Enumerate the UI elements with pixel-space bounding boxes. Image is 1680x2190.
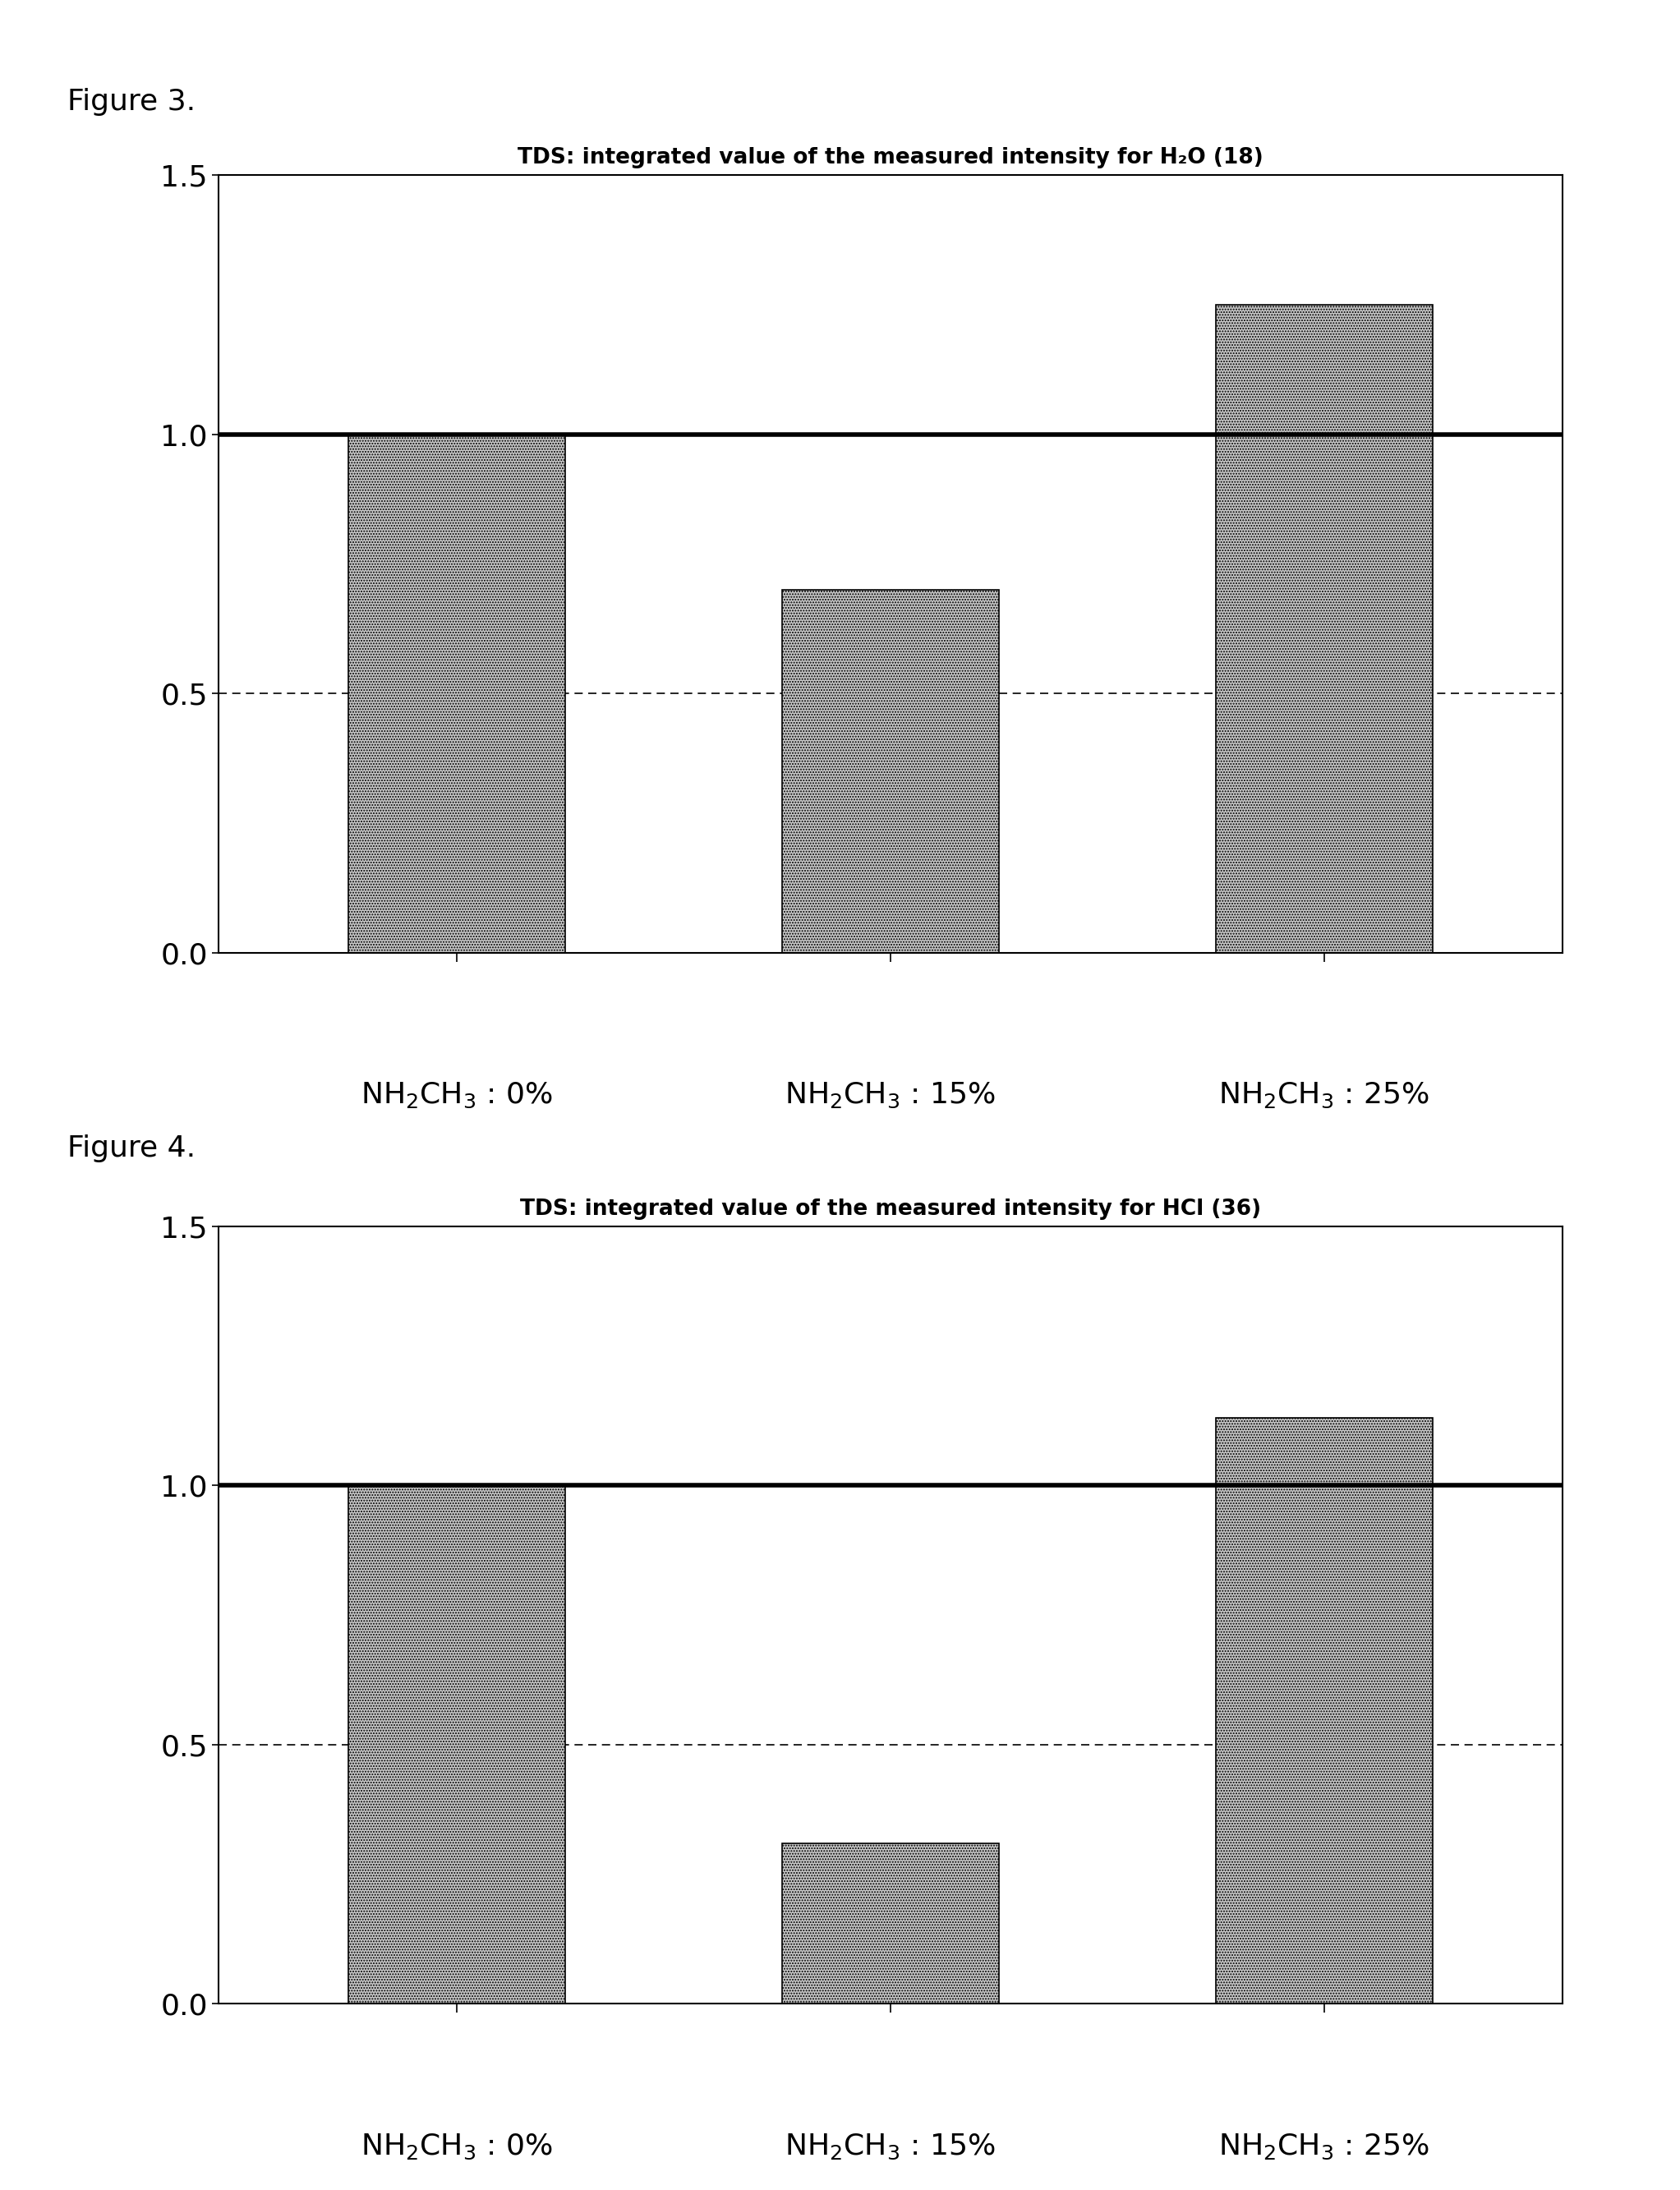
Title: TDS: integrated value of the measured intensity for H₂O (18): TDS: integrated value of the measured in… [517,147,1263,169]
Text: $\mathregular{NH_2CH_3}$ : 0%: $\mathregular{NH_2CH_3}$ : 0% [361,1082,553,1110]
Bar [1216,1419,1433,2004]
Text: $\mathregular{NH_2CH_3}$ : 25%: $\mathregular{NH_2CH_3}$ : 25% [1218,2133,1430,2162]
Title: TDS: integrated value of the measured intensity for HCl (36): TDS: integrated value of the measured in… [519,1198,1262,1220]
Bar [781,589,1000,953]
Text: $\mathregular{NH_2CH_3}$ : 0%: $\mathregular{NH_2CH_3}$ : 0% [361,2133,553,2162]
Bar [1216,304,1433,953]
Bar [348,1485,564,2004]
Text: $\mathregular{NH_2CH_3}$ : 15%: $\mathregular{NH_2CH_3}$ : 15% [785,1082,996,1110]
Text: Figure 3.: Figure 3. [67,88,195,116]
Text: Figure 4.: Figure 4. [67,1134,195,1163]
Bar [348,434,564,953]
Bar [781,1844,1000,2004]
Text: $\mathregular{NH_2CH_3}$ : 15%: $\mathregular{NH_2CH_3}$ : 15% [785,2133,996,2162]
Text: $\mathregular{NH_2CH_3}$ : 25%: $\mathregular{NH_2CH_3}$ : 25% [1218,1082,1430,1110]
